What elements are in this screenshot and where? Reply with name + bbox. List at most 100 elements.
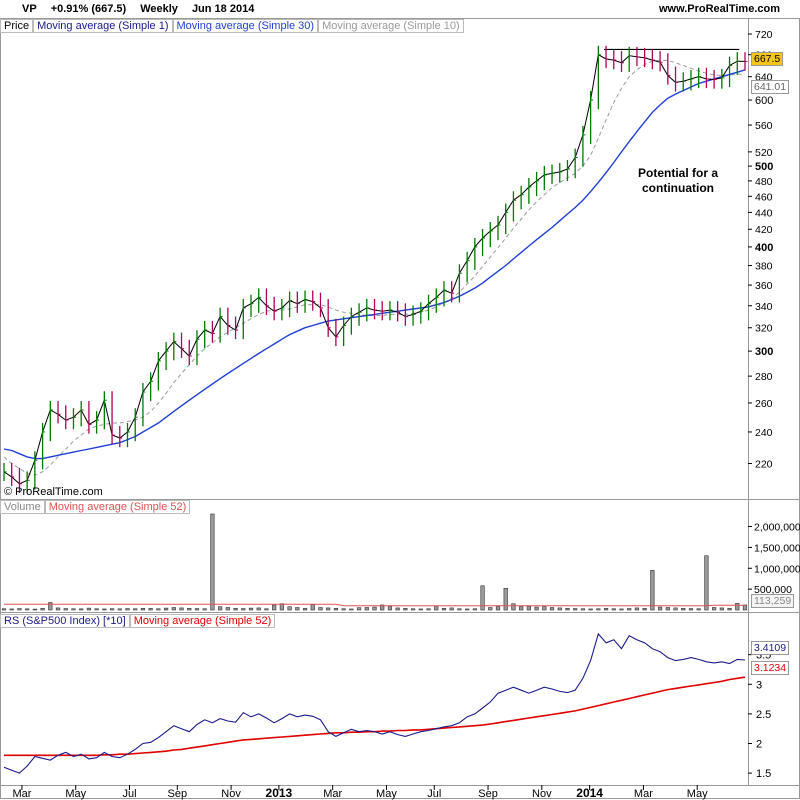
legend-volume[interactable]: Volume (0, 500, 45, 514)
volume-bar (264, 608, 269, 611)
volume-bar (387, 606, 393, 611)
volume-tick-label: 500,000 (754, 584, 792, 596)
chart-header: VP +0.91% (667.5) Weekly Jun 18 2014 www… (0, 0, 800, 18)
x-tick-label: 2013 (266, 786, 293, 800)
volume-bar (588, 608, 593, 611)
ma30-line (3, 69, 746, 460)
chart-annotation: Potential for a continuation (637, 166, 718, 195)
volume-bar (465, 608, 470, 611)
legend-price[interactable]: Price (0, 19, 34, 33)
volume-bar (133, 608, 138, 611)
x-tick-label: Sep (168, 788, 188, 800)
volume-bar (688, 608, 694, 611)
volume-bar (17, 608, 22, 611)
chart-frame (0, 18, 800, 799)
legend-rs[interactable]: RS (S&P500 Index) [*10] (0, 614, 130, 628)
volume-bar (63, 608, 68, 611)
volume-bar (86, 607, 92, 611)
volume-bar (650, 570, 655, 611)
volume-bar (488, 607, 493, 611)
volume-bar (225, 607, 230, 611)
volume-bar (657, 606, 663, 611)
rs-ma-line (4, 676, 746, 757)
period-label: Weekly (140, 3, 178, 15)
volume-bar (295, 607, 300, 611)
volume-bar (704, 555, 709, 611)
volume-bar (434, 605, 439, 611)
price-tick-label: 440 (755, 207, 773, 219)
volume-bar (573, 608, 578, 611)
volume-bar (302, 608, 308, 611)
volume-bar (642, 608, 647, 611)
legend-rs-ma[interactable]: Moving average (Simple 52) (129, 614, 276, 628)
volume-bar (25, 608, 30, 611)
volume-bar (719, 607, 724, 611)
volume-bar (418, 608, 423, 611)
volume-bar (681, 608, 686, 611)
legend-vol-ma[interactable]: Moving average (Simple 52) (44, 500, 191, 514)
rs-tick-label: 1.5 (756, 768, 771, 780)
rs-last-badge: 3.4109 (751, 641, 790, 655)
volume-bar (511, 603, 516, 611)
x-tick-label: Mar (12, 788, 31, 800)
volume-bar (310, 604, 315, 611)
volume-tick-label: 1,500,000 (754, 542, 800, 554)
volume-bar (503, 587, 508, 611)
symbol-label: VP (22, 3, 37, 15)
volume-bar (125, 608, 130, 611)
volume-bar (94, 608, 99, 611)
volume-bar (596, 608, 601, 611)
volume-bar (519, 606, 524, 611)
rs-legend: RS (S&P500 Index) [*10] Moving average (… (0, 614, 276, 628)
volume-tick-label: 1,000,000 (754, 563, 800, 575)
price-legend: Price Moving average (Simple 1) Moving a… (0, 19, 464, 33)
volume-bar (171, 607, 176, 611)
date-label: Jun 18 2014 (191, 3, 255, 15)
volume-bar (735, 603, 740, 611)
volume-bar (727, 608, 732, 611)
volume-bar (40, 608, 45, 611)
volume-bar (210, 513, 215, 611)
legend-ma30[interactable]: Moving average (Simple 30) (172, 19, 319, 33)
price-tick-label: 520 (755, 147, 773, 159)
x-tick-label: May (687, 788, 708, 800)
x-tick-label: Nov (532, 788, 552, 800)
volume-bar (102, 608, 107, 611)
volume-bar (712, 607, 717, 611)
x-tick-label: Mar (634, 788, 653, 800)
volume-bar (673, 607, 678, 611)
site-link[interactable]: www.ProRealTime.com (658, 3, 780, 15)
volume-bar (634, 607, 640, 611)
vol-ma-badge: 113,259 (751, 594, 795, 608)
volume-bar (380, 604, 385, 611)
price-tick-label: 380 (755, 260, 773, 272)
legend-ma10[interactable]: Moving average (Simple 10) (318, 19, 464, 33)
price-tick-label: 340 (755, 301, 773, 313)
x-tick-label: May (65, 788, 86, 800)
volume-bar (333, 608, 339, 611)
rs-tick-label: 3 (756, 679, 762, 691)
rs-ma-badge: 3.1234 (751, 661, 790, 675)
x-tick-label: Mar (323, 788, 342, 800)
rs-tick-label: 2 (756, 739, 762, 751)
x-tick-label: Jul (427, 788, 441, 800)
volume-bar (233, 608, 238, 611)
price-tick-label: 280 (755, 371, 773, 383)
volume-bar (71, 608, 76, 611)
volume-bar (580, 608, 586, 611)
volume-bar (410, 608, 416, 611)
volume-bar (9, 608, 14, 611)
volume-tick-label: 2,000,000 (754, 522, 800, 534)
volume-bar (287, 606, 292, 611)
volume-bar (542, 606, 547, 611)
volume-bar (256, 607, 261, 611)
volume-bar (241, 608, 246, 611)
volume-bar (441, 608, 447, 611)
price-tick-label: 560 (755, 120, 773, 132)
legend-ma1[interactable]: Moving average (Simple 1) (33, 19, 173, 33)
x-tick-label: Sep (478, 788, 498, 800)
x-tick-label: Jul (122, 788, 136, 800)
volume-bar (194, 608, 200, 611)
price-last-badge: 667.5 (751, 52, 784, 66)
